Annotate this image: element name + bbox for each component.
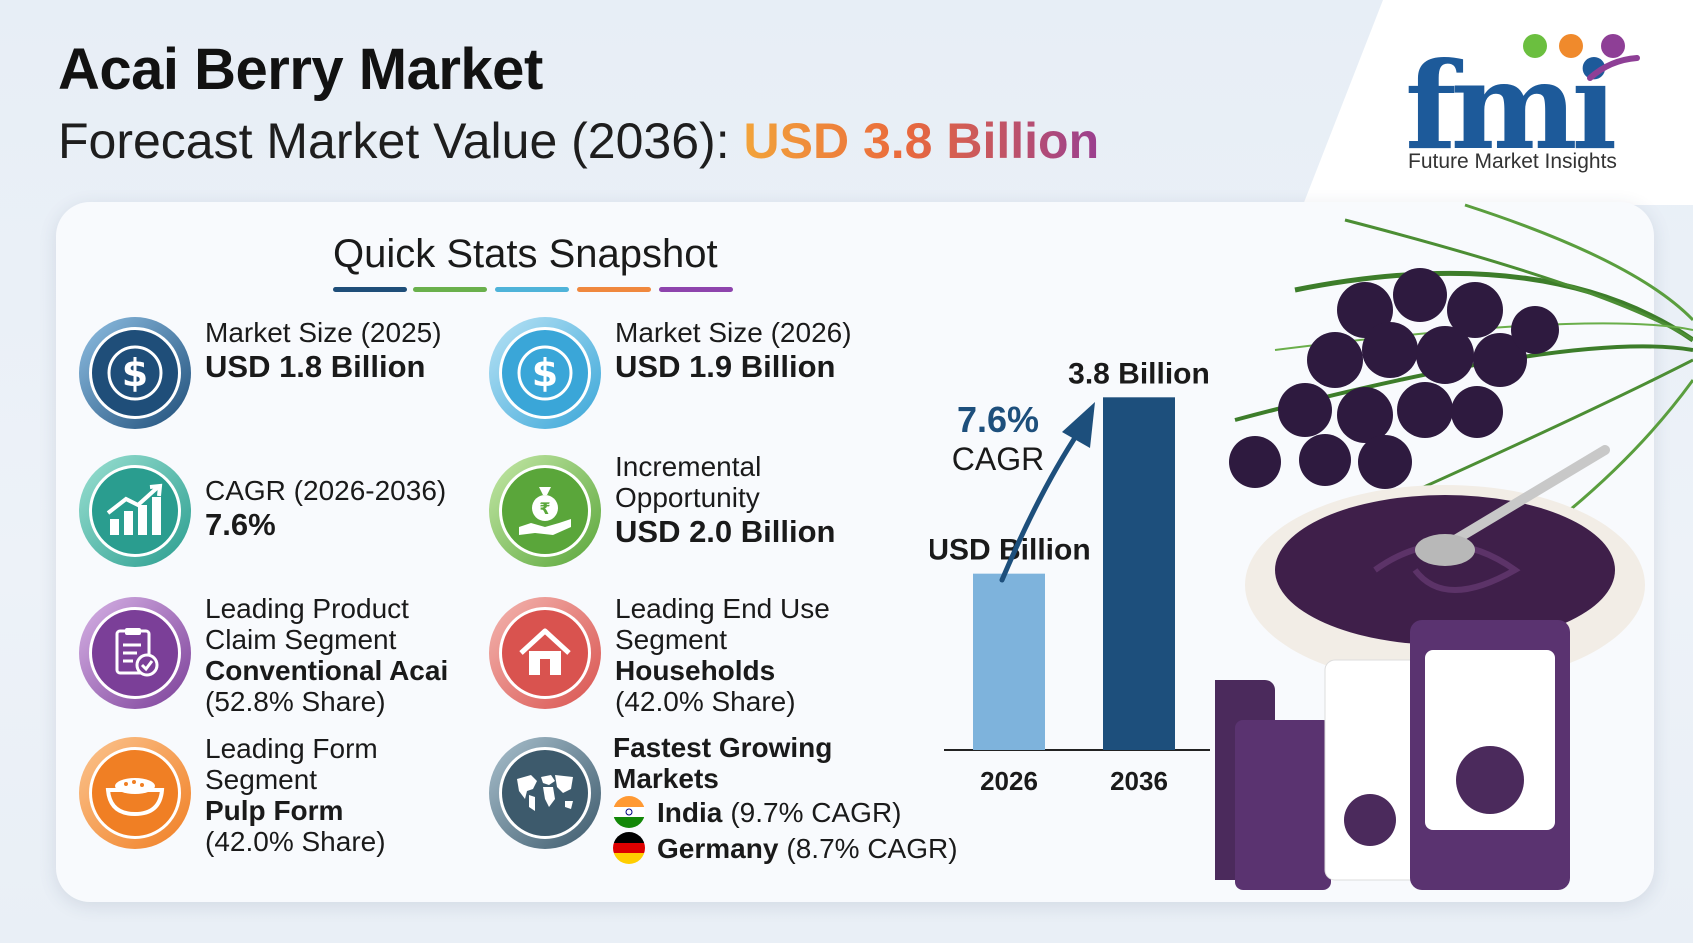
cagr-value: 7.6% <box>957 399 1039 440</box>
market-cagr: (9.7% CAGR) <box>730 796 902 828</box>
x-tick-label: 2026 <box>980 766 1038 796</box>
section-underline-5 <box>659 287 733 292</box>
checklist-icon <box>89 607 181 699</box>
acai-berry-cluster-icon <box>1229 268 1559 489</box>
stat-value: 7.6% <box>205 507 276 542</box>
subtitle-prefix: Forecast Market Value (2036): <box>58 113 730 169</box>
stat-label-line-2: Segment <box>615 624 728 655</box>
stat-value: Pulp Form <box>205 795 344 826</box>
dollar-icon: $ <box>89 327 181 419</box>
bowl-icon <box>89 747 181 839</box>
world-map-icon <box>499 747 591 839</box>
stat-value: USD 1.8 Billion <box>205 349 426 384</box>
stat-value: USD 2.0 Billion <box>615 514 836 549</box>
stat-label-line-1: Leading Form <box>205 733 378 764</box>
market-cagr: (8.7% CAGR) <box>786 832 958 864</box>
stat-label-line-2: Markets <box>613 763 719 794</box>
bar-2026 <box>973 573 1045 750</box>
stat-label: Market Size (2026) <box>615 317 852 348</box>
acai-packaging-icon <box>1215 620 1570 890</box>
subtitle-value: USD 3.8 Billion <box>743 113 1100 169</box>
stat-label: CAGR (2026-2036) <box>205 475 447 506</box>
india-flag-icon <box>613 796 645 828</box>
stat-value: USD 1.9 Billion <box>615 349 836 384</box>
section-underline-4 <box>577 287 651 292</box>
logo-dot-green <box>1523 34 1547 58</box>
logo-text: Future Market Insights <box>1408 150 1617 173</box>
stat-label-line-2: Opportunity <box>615 482 760 513</box>
market-row-germany: Germany (8.7% CAGR) <box>613 830 958 866</box>
bar-2036 <box>1103 397 1175 750</box>
dollar-icon: $ <box>499 327 591 419</box>
germany-flag-icon <box>613 832 645 864</box>
stat-label-line-1: Leading End Use <box>615 593 830 624</box>
stat-share: (42.0% Share) <box>615 686 796 717</box>
section-underline-3 <box>495 287 569 292</box>
page-subtitle: Forecast Market Value (2036): USD 3.8 Bi… <box>58 112 1099 170</box>
cagr-label: CAGR <box>952 441 1044 477</box>
page-title: Acai Berry Market <box>58 37 543 102</box>
stat-label-line-2: Claim Segment <box>205 624 397 655</box>
stat-value: Households <box>615 655 776 686</box>
section-underline-1 <box>333 287 407 292</box>
market-country: India <box>657 796 723 828</box>
market-country: Germany <box>657 832 779 864</box>
growth-chart-icon <box>89 465 181 557</box>
stat-label-line-1: Leading Product <box>205 593 409 624</box>
stat-label-line-1: Incremental <box>615 451 762 482</box>
logo-dot-purple <box>1601 34 1625 58</box>
logo-dot-orange <box>1559 34 1583 58</box>
logo-swoosh <box>1587 55 1640 81</box>
svg-text:₹: ₹ <box>539 499 550 518</box>
money-bag-hand-icon: ₹ <box>499 465 591 557</box>
acai-illustration <box>1215 203 1693 890</box>
stat-share: (42.0% Share) <box>205 826 386 857</box>
market-row-india: India (9.7% CAGR) <box>613 794 958 830</box>
stat-share: (52.8% Share) <box>205 686 386 717</box>
data-label: 3.8 Billion <box>1068 357 1210 390</box>
growth-arrow-line <box>999 427 1083 583</box>
stat-label: Market Size (2025) <box>205 317 442 348</box>
svg-text:$: $ <box>122 351 148 395</box>
section-underline-2 <box>413 287 487 292</box>
svg-text:$: $ <box>532 351 558 395</box>
x-tick-label: 2036 <box>1110 766 1168 796</box>
growth-arrow-head <box>1062 402 1095 448</box>
stat-label-line-1: Fastest Growing <box>613 732 833 763</box>
house-icon <box>499 607 591 699</box>
section-title: Quick Stats Snapshot <box>333 232 718 276</box>
fmi-logo: fmi <box>1405 34 1640 177</box>
stat-label-line-2: Segment <box>205 764 318 795</box>
logo-mark: fmi <box>1405 36 1615 177</box>
stat-value: Conventional Acai <box>205 655 449 686</box>
